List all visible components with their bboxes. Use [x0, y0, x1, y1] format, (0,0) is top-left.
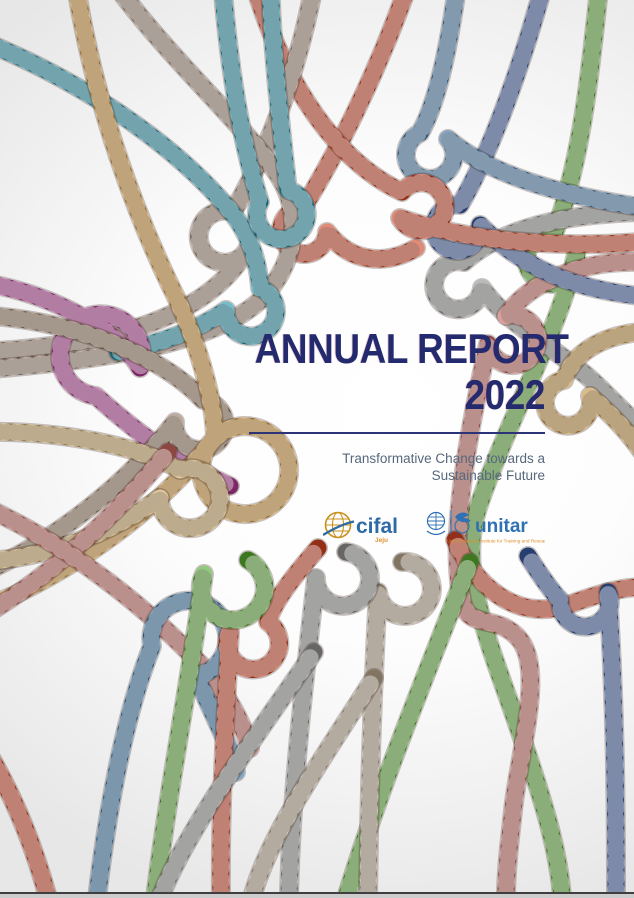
rope-green-bottom — [146, 551, 274, 898]
rope-salmon-left-b — [0, 443, 177, 616]
rope-salmon-right — [449, 253, 634, 898]
cover-text-block: ANNUAL REPORT 2022 Transformative Change… — [215, 325, 569, 548]
cifal-wordmark: cifal — [356, 515, 398, 538]
rope-amber-right — [536, 324, 634, 456]
rope-tan-bottom — [359, 553, 441, 898]
rope-navy-top — [425, 0, 634, 304]
cover-subtitle: Transformative Change towards a Sustaina… — [215, 450, 545, 484]
footer-edge-strip — [0, 894, 634, 898]
cifal-swoosh-icon — [323, 520, 355, 537]
rope-red-top-a — [250, 0, 634, 253]
unitar-wordmark: unitar — [475, 516, 528, 537]
subtitle-line2: Sustainable Future — [431, 468, 545, 483]
rope-gold-left — [0, 0, 298, 611]
subtitle-line1: Transformative Change towards a — [342, 451, 545, 466]
rope-gray-diag — [151, 643, 323, 898]
title-divider — [249, 432, 545, 434]
rope-teal-top — [215, 0, 316, 248]
rope-taupe-top-b — [0, 0, 320, 360]
rope-tan-diag — [243, 669, 383, 898]
cifal-tagline: Jeju — [375, 537, 388, 544]
cifal-globe-icon — [323, 511, 355, 539]
rope-gray-bottom — [280, 543, 379, 898]
rope-red-bottom — [212, 539, 327, 898]
logo-row: cifal Jeju unitar Uni — [215, 506, 545, 548]
unitar-tagline: United Nations Institute for Training an… — [447, 539, 545, 544]
un-emblem-icon — [426, 511, 446, 536]
rope-teal-left — [0, 39, 285, 361]
dove-globe-icon — [454, 512, 471, 534]
unitar-logo: unitar United Nations Institute for Trai… — [426, 510, 545, 544]
cifal-logo: cifal Jeju — [323, 511, 398, 544]
rope-red-corner — [0, 756, 57, 898]
footer-edge-line — [0, 892, 634, 894]
rope-navy-bottom — [519, 547, 625, 898]
page-title-line2: 2022 — [464, 371, 546, 418]
rope-salmon-left-a — [0, 504, 259, 757]
page-title-line1: ANNUAL REPORT — [254, 325, 569, 372]
